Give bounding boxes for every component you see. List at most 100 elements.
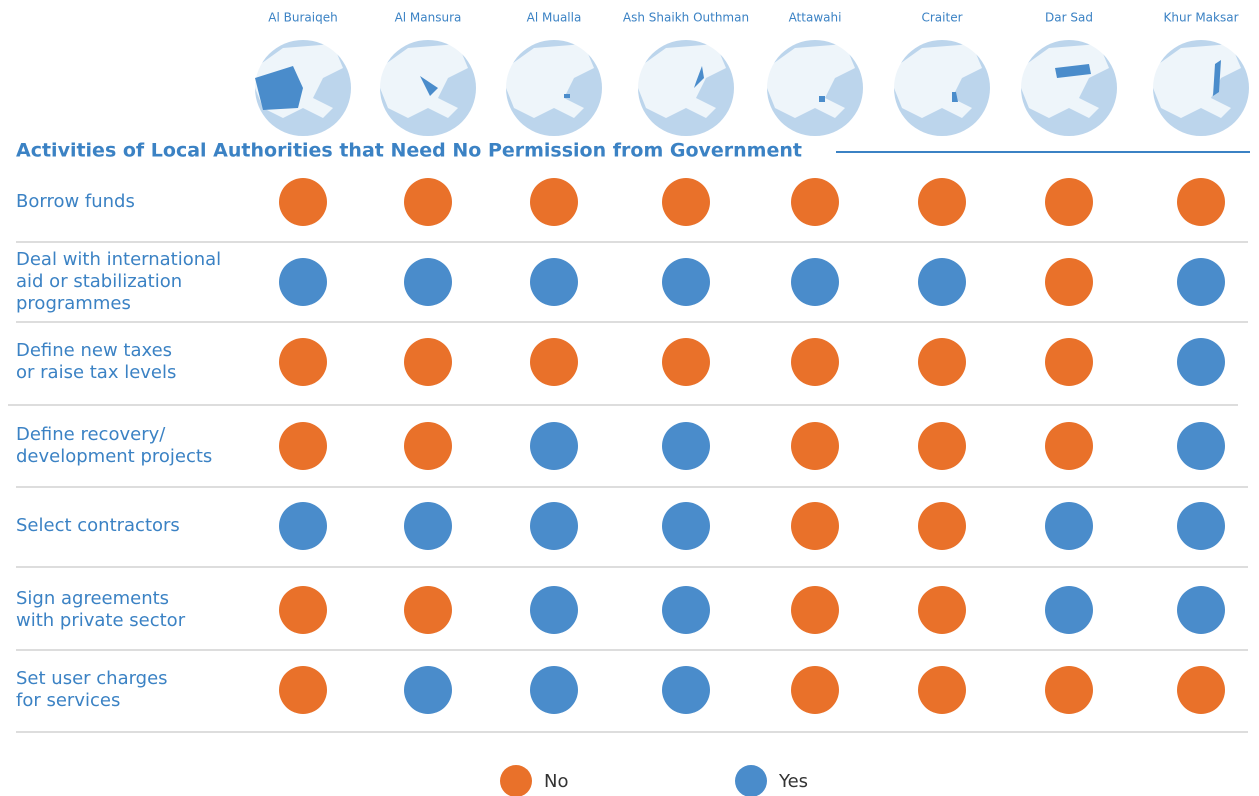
row-label: Define new taxes bbox=[16, 340, 172, 361]
cell-dot bbox=[791, 178, 839, 226]
district-label: Attawahi bbox=[789, 11, 842, 25]
row-label: programmes bbox=[16, 293, 131, 314]
cell-dot bbox=[404, 666, 452, 714]
cell-dot bbox=[404, 178, 452, 226]
district-map bbox=[894, 40, 990, 136]
cell-dot bbox=[662, 666, 710, 714]
row-label: Set user charges bbox=[16, 668, 168, 689]
cell-dot bbox=[918, 338, 966, 386]
cell-dot bbox=[662, 502, 710, 550]
cell-dot bbox=[404, 338, 452, 386]
row-label: Define recovery/ bbox=[16, 424, 166, 445]
cell-dot bbox=[1177, 258, 1225, 306]
map-land bbox=[1021, 44, 1109, 118]
map-highlight bbox=[564, 94, 570, 98]
cell-dot bbox=[404, 586, 452, 634]
cell-dot bbox=[279, 258, 327, 306]
row-label: for services bbox=[16, 690, 120, 711]
map-highlight bbox=[255, 66, 303, 110]
cell-dot bbox=[918, 666, 966, 714]
map-highlight bbox=[1213, 60, 1221, 96]
legend-swatch bbox=[735, 765, 767, 796]
cell-dot bbox=[918, 258, 966, 306]
district-map bbox=[638, 40, 734, 136]
cell-dot bbox=[1177, 178, 1225, 226]
map-land bbox=[767, 44, 855, 118]
cell-dot bbox=[1177, 338, 1225, 386]
cell-dot bbox=[1045, 502, 1093, 550]
cell-dot bbox=[1045, 178, 1093, 226]
map-highlight bbox=[694, 66, 704, 88]
cell-dot bbox=[530, 666, 578, 714]
district-label: Khur Maksar bbox=[1163, 11, 1238, 25]
cell-dot bbox=[279, 502, 327, 550]
cell-dot bbox=[404, 258, 452, 306]
cell-dot bbox=[530, 502, 578, 550]
map-highlight bbox=[952, 92, 958, 102]
cell-dot bbox=[404, 502, 452, 550]
cell-dot bbox=[791, 338, 839, 386]
cell-dot bbox=[662, 178, 710, 226]
title: Activities of Local Authorities that Nee… bbox=[16, 140, 802, 162]
row-label: aid or stabilization bbox=[16, 271, 182, 292]
cell-dot bbox=[791, 502, 839, 550]
cell-dot bbox=[791, 422, 839, 470]
cell-dot bbox=[662, 422, 710, 470]
cell-dot bbox=[1177, 666, 1225, 714]
cell-dot bbox=[530, 422, 578, 470]
cell-dot bbox=[1045, 422, 1093, 470]
cell-dot bbox=[918, 586, 966, 634]
cell-dot bbox=[662, 586, 710, 634]
legend-label: Yes bbox=[778, 771, 808, 792]
cell-dot bbox=[1045, 666, 1093, 714]
district-label: Craiter bbox=[921, 11, 962, 25]
cell-dot bbox=[918, 422, 966, 470]
cell-dot bbox=[404, 422, 452, 470]
map-highlight bbox=[819, 96, 825, 102]
row-label: Select contractors bbox=[16, 515, 180, 536]
cell-dot bbox=[530, 338, 578, 386]
district-map bbox=[1153, 40, 1249, 136]
cell-dot bbox=[530, 586, 578, 634]
cell-dot bbox=[279, 422, 327, 470]
row-label: Borrow funds bbox=[16, 191, 135, 212]
district-map bbox=[506, 40, 602, 136]
row-label: with private sector bbox=[16, 610, 186, 631]
map-land bbox=[638, 44, 726, 118]
cell-dot bbox=[279, 586, 327, 634]
district-label: Al Mansura bbox=[395, 11, 462, 25]
district-label: Dar Sad bbox=[1045, 11, 1093, 25]
legend-swatch bbox=[500, 765, 532, 796]
cell-dot bbox=[791, 666, 839, 714]
cell-dot bbox=[1045, 338, 1093, 386]
map-highlight bbox=[420, 76, 438, 96]
cell-dot bbox=[791, 258, 839, 306]
legend-label: No bbox=[544, 771, 568, 792]
cell-dot bbox=[1045, 258, 1093, 306]
cell-dot bbox=[279, 178, 327, 226]
cell-dot bbox=[1177, 422, 1225, 470]
row-label: development projects bbox=[16, 446, 212, 467]
cell-dot bbox=[662, 338, 710, 386]
cell-dot bbox=[918, 178, 966, 226]
cell-dot bbox=[791, 586, 839, 634]
district-map bbox=[255, 40, 351, 136]
district-label: Al Mualla bbox=[527, 11, 582, 25]
district-map bbox=[767, 40, 863, 136]
row-label: or raise tax levels bbox=[16, 362, 176, 383]
cell-dot bbox=[530, 178, 578, 226]
cell-dot bbox=[1045, 586, 1093, 634]
row-label: Deal with international bbox=[16, 249, 221, 270]
cell-dot bbox=[1177, 586, 1225, 634]
district-map bbox=[1021, 40, 1117, 136]
cell-dot bbox=[530, 258, 578, 306]
map-highlight bbox=[1055, 64, 1091, 78]
cell-dot bbox=[662, 258, 710, 306]
district-map bbox=[380, 40, 476, 136]
cell-dot bbox=[279, 338, 327, 386]
map-land bbox=[506, 44, 594, 118]
cell-dot bbox=[918, 502, 966, 550]
cell-dot bbox=[1177, 502, 1225, 550]
district-label: Ash Shaikh Outhman bbox=[623, 11, 749, 25]
